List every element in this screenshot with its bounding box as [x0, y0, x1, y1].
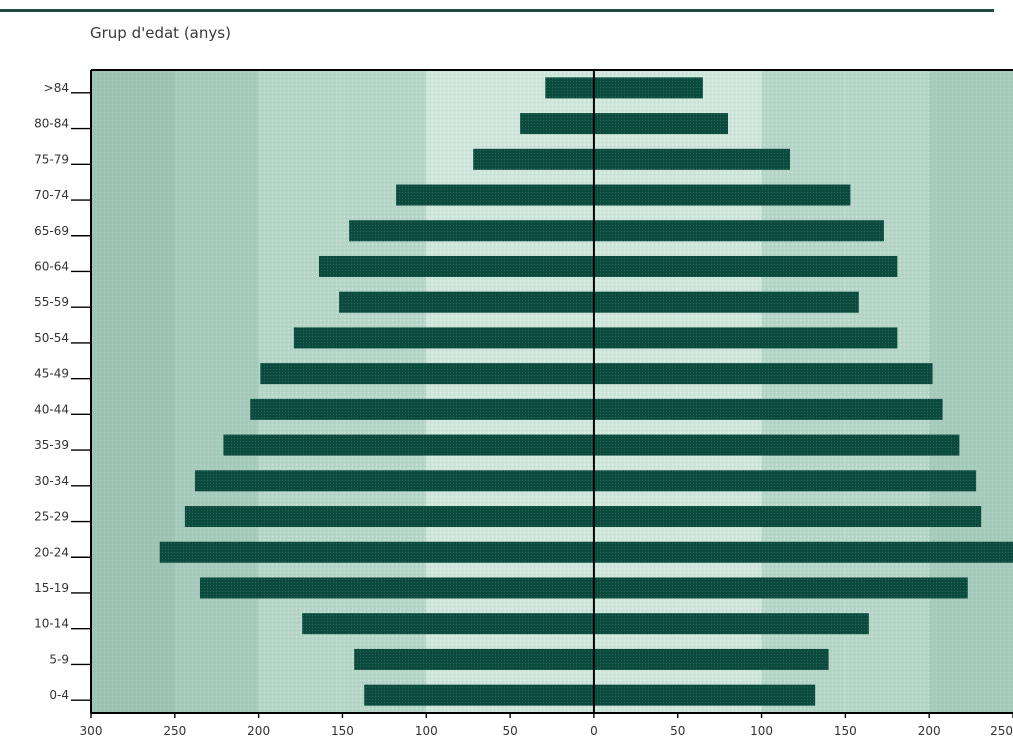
y-tick-label: >84	[44, 81, 69, 95]
y-tick-label: 15-19	[34, 581, 69, 595]
bar-left-texture-80-84	[520, 113, 594, 135]
bar-left-texture-10-14	[302, 613, 594, 635]
y-tick-label: 55-59	[34, 295, 69, 309]
bar-left-texture-15-19	[199, 577, 594, 599]
bar-left-texture-45-49	[260, 363, 594, 385]
bar-right-texture-55-59	[593, 291, 859, 313]
background-band-texture	[845, 70, 930, 713]
y-tick-label: 40-44	[34, 402, 69, 416]
y-tick-label: 45-49	[34, 367, 69, 381]
bar-left-texture-0-4	[364, 684, 594, 706]
bar-left-texture-20-24	[159, 541, 594, 563]
axes-group: 0-4 5-9 10-14 15-19 20-24 25-29 30-34 35-39 40-4…	[34, 69, 1013, 738]
bar-right-texture-0-4	[593, 684, 816, 706]
background-bands	[91, 70, 1013, 713]
bar-left-texture-60-64	[318, 255, 594, 277]
bar-right-texture-5-9	[593, 648, 829, 670]
bar-right-texture-25-29	[593, 506, 982, 528]
x-tick-label: 50	[502, 724, 517, 738]
x-tick-label: 50	[670, 724, 685, 738]
background-band-texture	[761, 70, 846, 713]
bar-right-texture-35-39	[593, 434, 960, 456]
x-tick-label: 150	[331, 724, 354, 738]
x-tick-label: 100	[415, 724, 438, 738]
background-band-texture	[258, 70, 343, 713]
bar-right-texture-80-84	[593, 113, 729, 135]
bar-left-texture-35-39	[223, 434, 594, 456]
bar-left-texture-65-69	[349, 220, 594, 242]
bar-left-texture-40-44	[250, 398, 594, 420]
bar-left-texture-30-34	[194, 470, 594, 492]
y-tick-label: 70-74	[34, 188, 69, 202]
bars-group	[159, 77, 1013, 706]
background-band-texture	[510, 70, 594, 713]
x-tick-label: 250	[163, 724, 186, 738]
x-tick-label: 0	[590, 724, 598, 738]
background-band-texture	[593, 70, 678, 713]
y-axis-label: Grup d'edat (anys)	[90, 24, 231, 42]
background-band-step	[91, 70, 175, 713]
bar-right-texture->84	[593, 77, 703, 99]
y-tick-label: 50-54	[34, 331, 69, 345]
x-tick-label: 300	[80, 724, 103, 738]
y-tick-label: 0-4	[49, 688, 69, 702]
background-band-texture	[677, 70, 762, 713]
bar-left-texture-55-59	[339, 291, 594, 313]
bar-right-texture-75-79	[593, 148, 791, 170]
background-band-step	[929, 70, 1013, 713]
bar-right-texture-45-49	[593, 363, 933, 385]
bar-right-texture-20-24	[593, 541, 1013, 563]
y-tick-label: 35-39	[34, 438, 69, 452]
x-tick-label: 100	[750, 724, 773, 738]
y-tick-label: 25-29	[34, 510, 69, 524]
bar-right-texture-30-34	[593, 470, 977, 492]
x-tick-label: 200	[918, 724, 941, 738]
bar-left-texture-5-9	[354, 648, 594, 670]
background-band-step	[174, 70, 259, 713]
header-rule	[0, 9, 994, 12]
bar-left-texture-70-74	[396, 184, 594, 206]
bar-right-texture-60-64	[593, 255, 898, 277]
y-tick-label: 60-64	[34, 259, 69, 273]
x-tick-label: 250	[990, 724, 1013, 738]
bar-left-texture->84	[545, 77, 594, 99]
bar-right-texture-15-19	[593, 577, 968, 599]
bar-right-texture-40-44	[593, 398, 943, 420]
y-tick-label: 30-34	[34, 474, 69, 488]
x-tick-label: 150	[834, 724, 857, 738]
y-tick-label: 80-84	[34, 117, 69, 131]
y-tick-label: 65-69	[34, 224, 69, 238]
bar-right-texture-65-69	[593, 220, 884, 242]
bar-right-texture-50-54	[593, 327, 898, 349]
bar-left-texture-25-29	[184, 506, 594, 528]
y-tick-label: 75-79	[34, 152, 69, 166]
bar-left-texture-75-79	[473, 148, 594, 170]
bar-left-texture-50-54	[293, 327, 594, 349]
bar-right-texture-70-74	[593, 184, 851, 206]
y-tick-label: 10-14	[34, 617, 69, 631]
y-tick-label: 5-9	[49, 652, 69, 666]
bar-right-texture-10-14	[593, 613, 869, 635]
background-band-texture	[426, 70, 511, 713]
y-tick-label: 20-24	[34, 545, 69, 559]
background-band-texture	[342, 70, 427, 713]
x-tick-label: 200	[247, 724, 270, 738]
